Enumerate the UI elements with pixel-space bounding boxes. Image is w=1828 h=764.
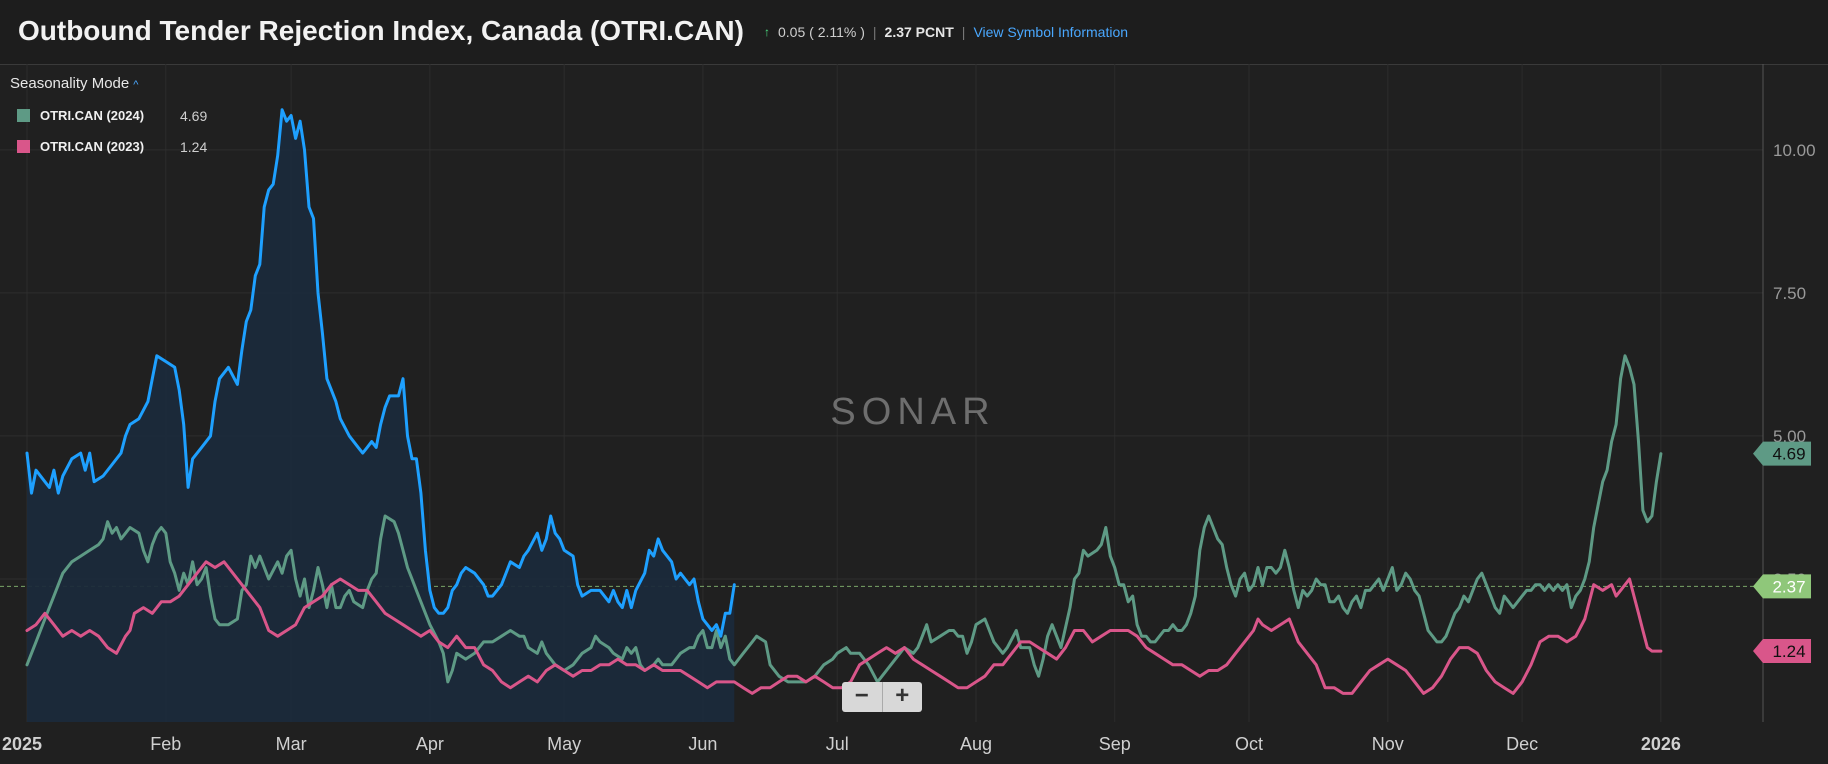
legend-item[interactable]: OTRI.CAN (2024) 4.69 <box>10 100 207 131</box>
x-tick-label: Nov <box>1372 734 1404 754</box>
value-badge <box>1753 574 1811 599</box>
chart-header: Outbound Tender Rejection Index, Canada … <box>0 0 1828 65</box>
legend-swatch <box>17 109 30 122</box>
series-area <box>27 109 735 723</box>
value-badge <box>1753 639 1811 664</box>
x-tick-label: Aug <box>960 734 992 754</box>
zoom-in-button[interactable]: + <box>881 682 923 712</box>
zoom-out-button[interactable]: − <box>854 682 869 709</box>
separator: | <box>961 24 966 40</box>
watermark-logo: SONAR <box>830 391 995 433</box>
separator: | <box>872 24 877 40</box>
current-value: 2.37 PCNT <box>884 24 954 40</box>
legend-title: Seasonality Mode <box>10 75 130 92</box>
series-line <box>25 108 736 638</box>
x-tick-label: Mar <box>276 734 307 754</box>
value-badge <box>1753 441 1811 466</box>
value-badge-label: 1.24 <box>1772 642 1805 661</box>
x-tick-label: Jun <box>688 734 717 754</box>
x-tick-label: Dec <box>1506 734 1538 754</box>
legend-value: 1.24 <box>180 138 208 155</box>
x-tick-label: Sep <box>1099 734 1131 754</box>
value-badge-label: 4.69 <box>1772 445 1805 464</box>
y-tick-label: 7.50 <box>1773 284 1806 303</box>
zoom-control: − + <box>842 682 922 712</box>
view-symbol-link[interactable]: View Symbol Information <box>973 24 1129 40</box>
legend: Seasonality Mode ^ OTRI.CAN (2024) 4.69 O… <box>10 75 207 162</box>
value-badge-label: 2.37 <box>1772 577 1805 596</box>
chevron-up-icon[interactable]: ^ <box>133 79 139 91</box>
x-tick-label: Feb <box>150 734 181 754</box>
legend-label: OTRI.CAN (2024) <box>40 108 145 123</box>
series-line <box>25 354 1663 684</box>
page-title: Outbound Tender Rejection Index, Canada … <box>18 15 744 46</box>
x-tick-label: Apr <box>416 734 444 754</box>
x-tick-label: 2025 <box>2 734 42 754</box>
x-tick-label: Jul <box>826 734 849 754</box>
legend-swatch <box>17 140 30 153</box>
seasonality-mode-toggle[interactable]: Seasonality Mode ^ <box>10 75 207 92</box>
legend-label: OTRI.CAN (2023) <box>40 139 145 154</box>
x-tick-label: May <box>547 734 581 754</box>
arrow-up-icon: ↑ <box>764 25 770 39</box>
legend-item[interactable]: OTRI.CAN (2023) 1.24 <box>10 131 207 162</box>
series-line <box>25 560 1663 695</box>
y-tick-label: 5.00 <box>1773 427 1806 446</box>
x-tick-label: Oct <box>1235 734 1263 754</box>
change-value: 0.05 ( 2.11% ) <box>778 24 865 40</box>
header-meta: ↑ 0.05 ( 2.11% ) | 2.37 PCNT | View Symb… <box>764 24 1128 40</box>
y-tick-label: 10.00 <box>1773 141 1816 160</box>
x-tick-label: 2026 <box>1641 734 1681 754</box>
legend-value: 4.69 <box>180 107 208 124</box>
